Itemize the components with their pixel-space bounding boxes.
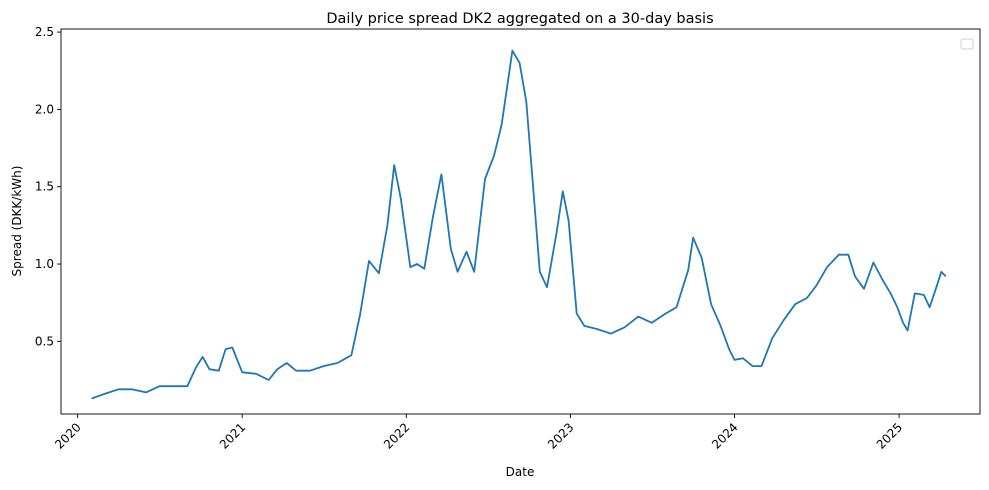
y-tick-label: 0.5	[35, 334, 54, 348]
y-axis-label: Spread (DKK/kWh)	[10, 166, 24, 277]
legend-box	[960, 38, 974, 50]
x-axis-label: Date	[506, 465, 535, 479]
y-tick-label: 2.0	[35, 102, 54, 116]
y-tick-label: 2.5	[35, 25, 54, 39]
y-axis-ticks: 0.5 1.0 1.5 2.0 2.5	[35, 25, 61, 348]
plot-frame	[60, 28, 981, 415]
y-tick-label: 1.5	[35, 180, 54, 194]
chart-title: Daily price spread DK2 aggregated on a 3…	[326, 11, 713, 27]
series-line	[91, 49, 947, 400]
y-tick-label: 1.0	[35, 257, 54, 271]
